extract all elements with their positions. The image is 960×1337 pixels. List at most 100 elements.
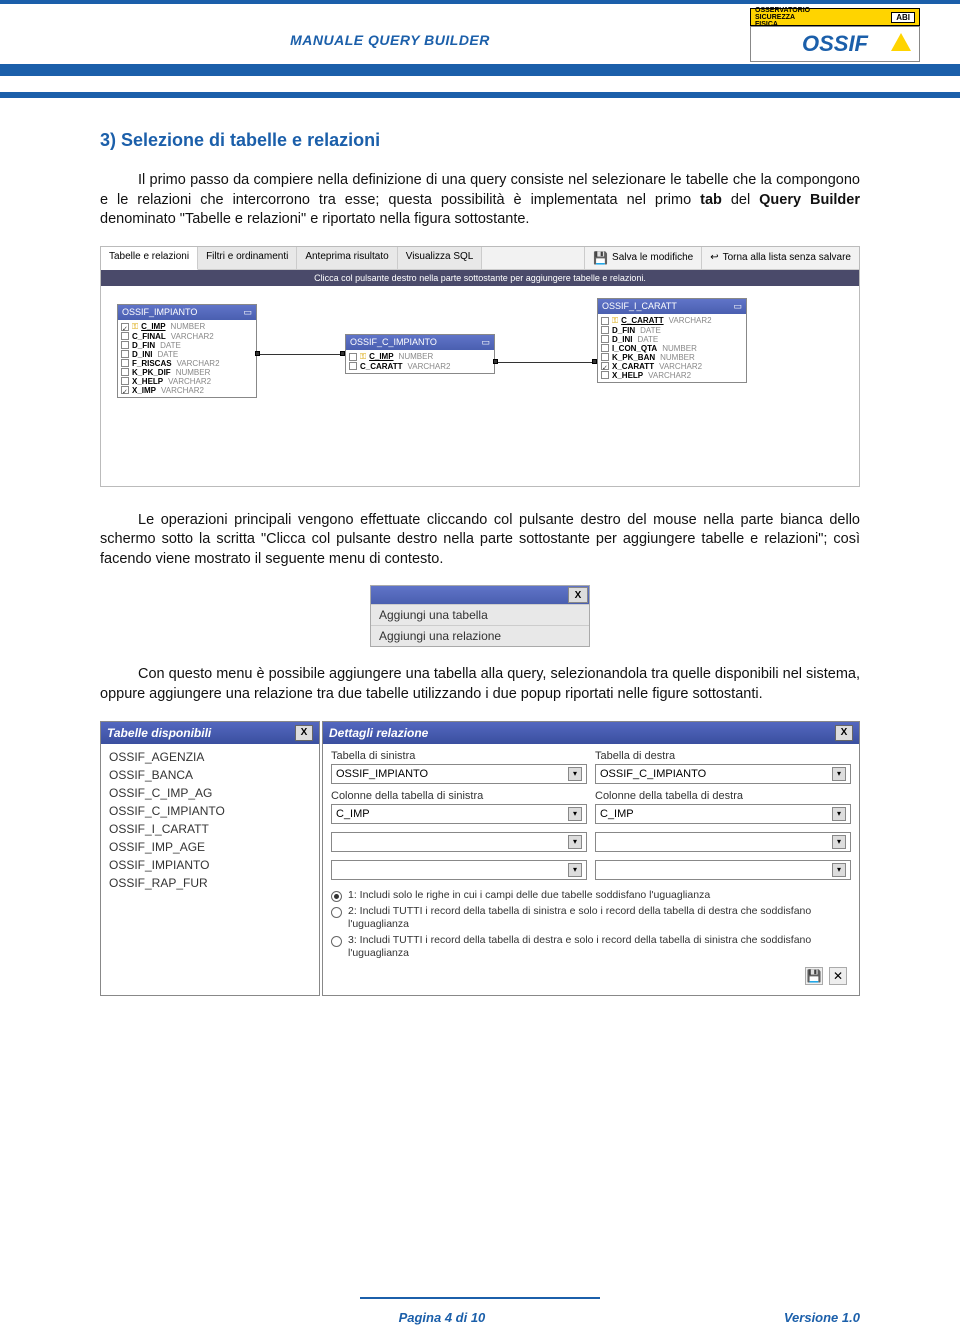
table-col[interactable]: X_HELPVARCHAR2 [598, 371, 746, 380]
table-option[interactable]: OSSIF_RAP_FUR [109, 874, 311, 892]
select-value: OSSIF_IMPIANTO [336, 768, 428, 780]
table-col[interactable]: C_FINALVARCHAR2 [118, 332, 256, 341]
qb-tab-filters[interactable]: Filtri e ordinamenti [198, 247, 297, 269]
table-col[interactable]: X_HELPVARCHAR2 [118, 377, 256, 386]
context-menu-header: X [371, 586, 589, 604]
checkbox-icon[interactable] [121, 323, 129, 331]
table-col[interactable]: K_PK_DIFNUMBER [118, 368, 256, 377]
table-header[interactable]: OSSIF_I_CARATT▭ [598, 299, 746, 314]
table-option[interactable]: OSSIF_IMPIANTO [109, 856, 311, 874]
qb-tab-sql[interactable]: Visualizza SQL [398, 247, 483, 269]
left-col-select[interactable]: C_IMP▾ [331, 804, 587, 824]
checkbox-icon[interactable] [601, 326, 609, 334]
menu-add-table[interactable]: Aggiungi una tabella [371, 604, 589, 625]
qb-tab-tables[interactable]: Tabelle e relazioni [101, 247, 198, 270]
table-option[interactable]: OSSIF_I_CARATT [109, 820, 311, 838]
table-col[interactable]: ⚿C_CARATTVARCHAR2 [598, 316, 746, 326]
checkbox-icon[interactable] [349, 353, 357, 361]
cancel-button[interactable]: ✕ [829, 967, 847, 985]
checkbox-icon[interactable] [121, 368, 129, 376]
table-col[interactable]: ⚿C_IMPNUMBER [346, 352, 494, 362]
table-name: OSSIF_C_IMPIANTO [350, 337, 437, 348]
close-button[interactable]: X [295, 725, 313, 741]
relation-dot [493, 359, 498, 364]
collapse-icon[interactable]: ▭ [733, 301, 742, 312]
table-option[interactable]: OSSIF_C_IMP_AG [109, 784, 311, 802]
left-col-select-2[interactable]: ▾ [331, 832, 587, 852]
checkbox-icon[interactable] [121, 386, 129, 394]
right-col-select-3[interactable]: ▾ [595, 860, 851, 880]
radio-icon [331, 891, 342, 902]
join-type-1[interactable]: 1: Includi solo le righe in cui i campi … [331, 889, 851, 902]
checkbox-icon[interactable] [601, 344, 609, 352]
left-col-select-3[interactable]: ▾ [331, 860, 587, 880]
radio-icon [331, 907, 342, 918]
table-col[interactable]: K_PK_BANNUMBER [598, 353, 746, 362]
join-type-2[interactable]: 2: Includi TUTTI i record della tabella … [331, 905, 851, 931]
save-button[interactable]: 💾Salva le modifiche [584, 247, 701, 269]
table-col[interactable]: D_INIDATE [118, 350, 256, 359]
document-page: MANUALE QUERY BUILDER OSSERVATORIO SICUR… [0, 0, 960, 1337]
qb-tab-preview[interactable]: Anteprima risultato [297, 247, 397, 269]
menu-add-relation[interactable]: Aggiungi una relazione [371, 625, 589, 646]
page-content: 3) Selezione di tabelle e relazioni Il p… [0, 100, 960, 996]
header-rule [0, 64, 960, 76]
table-header[interactable]: OSSIF_C_IMPIANTO ▭ [346, 335, 494, 350]
dialog-buttons: 💾 ✕ [331, 963, 851, 989]
save-button[interactable]: 💾 [805, 967, 823, 985]
join-type-3[interactable]: 3: Includi TUTTI i record della tabella … [331, 934, 851, 960]
checkbox-icon[interactable] [121, 341, 129, 349]
page-header: MANUALE QUERY BUILDER OSSERVATORIO SICUR… [0, 4, 960, 62]
table-col[interactable]: D_FINDATE [118, 341, 256, 350]
checkbox-icon[interactable] [121, 359, 129, 367]
checkbox-icon[interactable] [121, 377, 129, 385]
checkbox-icon[interactable] [601, 362, 609, 370]
collapse-icon[interactable]: ▭ [243, 307, 252, 318]
label-left-cols: Colonne della tabella di sinistra [331, 790, 587, 802]
right-col-select-2[interactable]: ▾ [595, 832, 851, 852]
left-table-select[interactable]: OSSIF_IMPIANTO▾ [331, 764, 587, 784]
table-col[interactable]: F_RISCASVARCHAR2 [118, 359, 256, 368]
table-option[interactable]: OSSIF_AGENZIA [109, 748, 311, 766]
checkbox-icon[interactable] [121, 350, 129, 358]
table-col[interactable]: X_IMPVARCHAR2 [118, 386, 256, 395]
paragraph-2: Le operazioni principali vengono effettu… [100, 511, 860, 570]
table-col[interactable]: D_FINDATE [598, 326, 746, 335]
logo-abi: ABI [891, 12, 915, 23]
table-col[interactable]: D_INIDATE [598, 335, 746, 344]
label-left-table: Tabella di sinistra [331, 750, 587, 762]
back-button[interactable]: ↩Torna alla lista senza salvare [701, 247, 859, 269]
right-table-select[interactable]: OSSIF_C_IMPIANTO▾ [595, 764, 851, 784]
table-option[interactable]: OSSIF_IMP_AGE [109, 838, 311, 856]
checkbox-icon[interactable] [601, 317, 609, 325]
table-header[interactable]: OSSIF_IMPIANTO▭ [118, 305, 256, 320]
collapse-icon[interactable]: ▭ [481, 337, 490, 348]
table-window-2[interactable]: OSSIF_C_IMPIANTO ▭ ⚿C_IMPNUMBERC_CARATTVA… [345, 334, 495, 374]
p1e: denominato "Tabelle e relazioni" e ripor… [100, 211, 529, 227]
table-body: ⚿C_IMPNUMBERC_FINALVARCHAR2D_FINDATED_IN… [118, 320, 256, 397]
checkbox-icon[interactable] [601, 353, 609, 361]
checkbox-icon[interactable] [601, 371, 609, 379]
right-col-select[interactable]: C_IMP▾ [595, 804, 851, 824]
qb-canvas[interactable]: OSSIF_IMPIANTO▭ ⚿C_IMPNUMBERC_FINALVARCH… [101, 286, 859, 486]
table-option[interactable]: OSSIF_BANCA [109, 766, 311, 784]
p1c: del [722, 192, 759, 208]
checkbox-icon[interactable] [121, 332, 129, 340]
checkbox-icon[interactable] [349, 362, 357, 370]
table-col[interactable]: I_CON_QTANUMBER [598, 344, 746, 353]
table-col[interactable]: X_CARATTVARCHAR2 [598, 362, 746, 371]
table-window-3[interactable]: OSSIF_I_CARATT▭ ⚿C_CARATTVARCHAR2D_FINDA… [597, 298, 747, 383]
page-footer: Pagina 4 di 10 Versione 1.0 [0, 1310, 960, 1325]
close-button[interactable]: X [835, 725, 853, 741]
close-button[interactable]: X [568, 587, 588, 603]
table-col[interactable]: ⚿C_IMPNUMBER [118, 322, 256, 332]
label-right-cols: Colonne della tabella di destra [595, 790, 851, 802]
p1b: tab [700, 192, 722, 208]
table-window-1[interactable]: OSSIF_IMPIANTO▭ ⚿C_IMPNUMBERC_FINALVARCH… [117, 304, 257, 398]
table-col[interactable]: C_CARATTVARCHAR2 [346, 362, 494, 371]
checkbox-icon[interactable] [601, 335, 609, 343]
footer-rule [360, 1297, 600, 1299]
table-option[interactable]: OSSIF_C_IMPIANTO [109, 802, 311, 820]
save-label: Salva le modifiche [612, 252, 693, 263]
radio-label: 1: Includi solo le righe in cui i campi … [348, 889, 710, 902]
